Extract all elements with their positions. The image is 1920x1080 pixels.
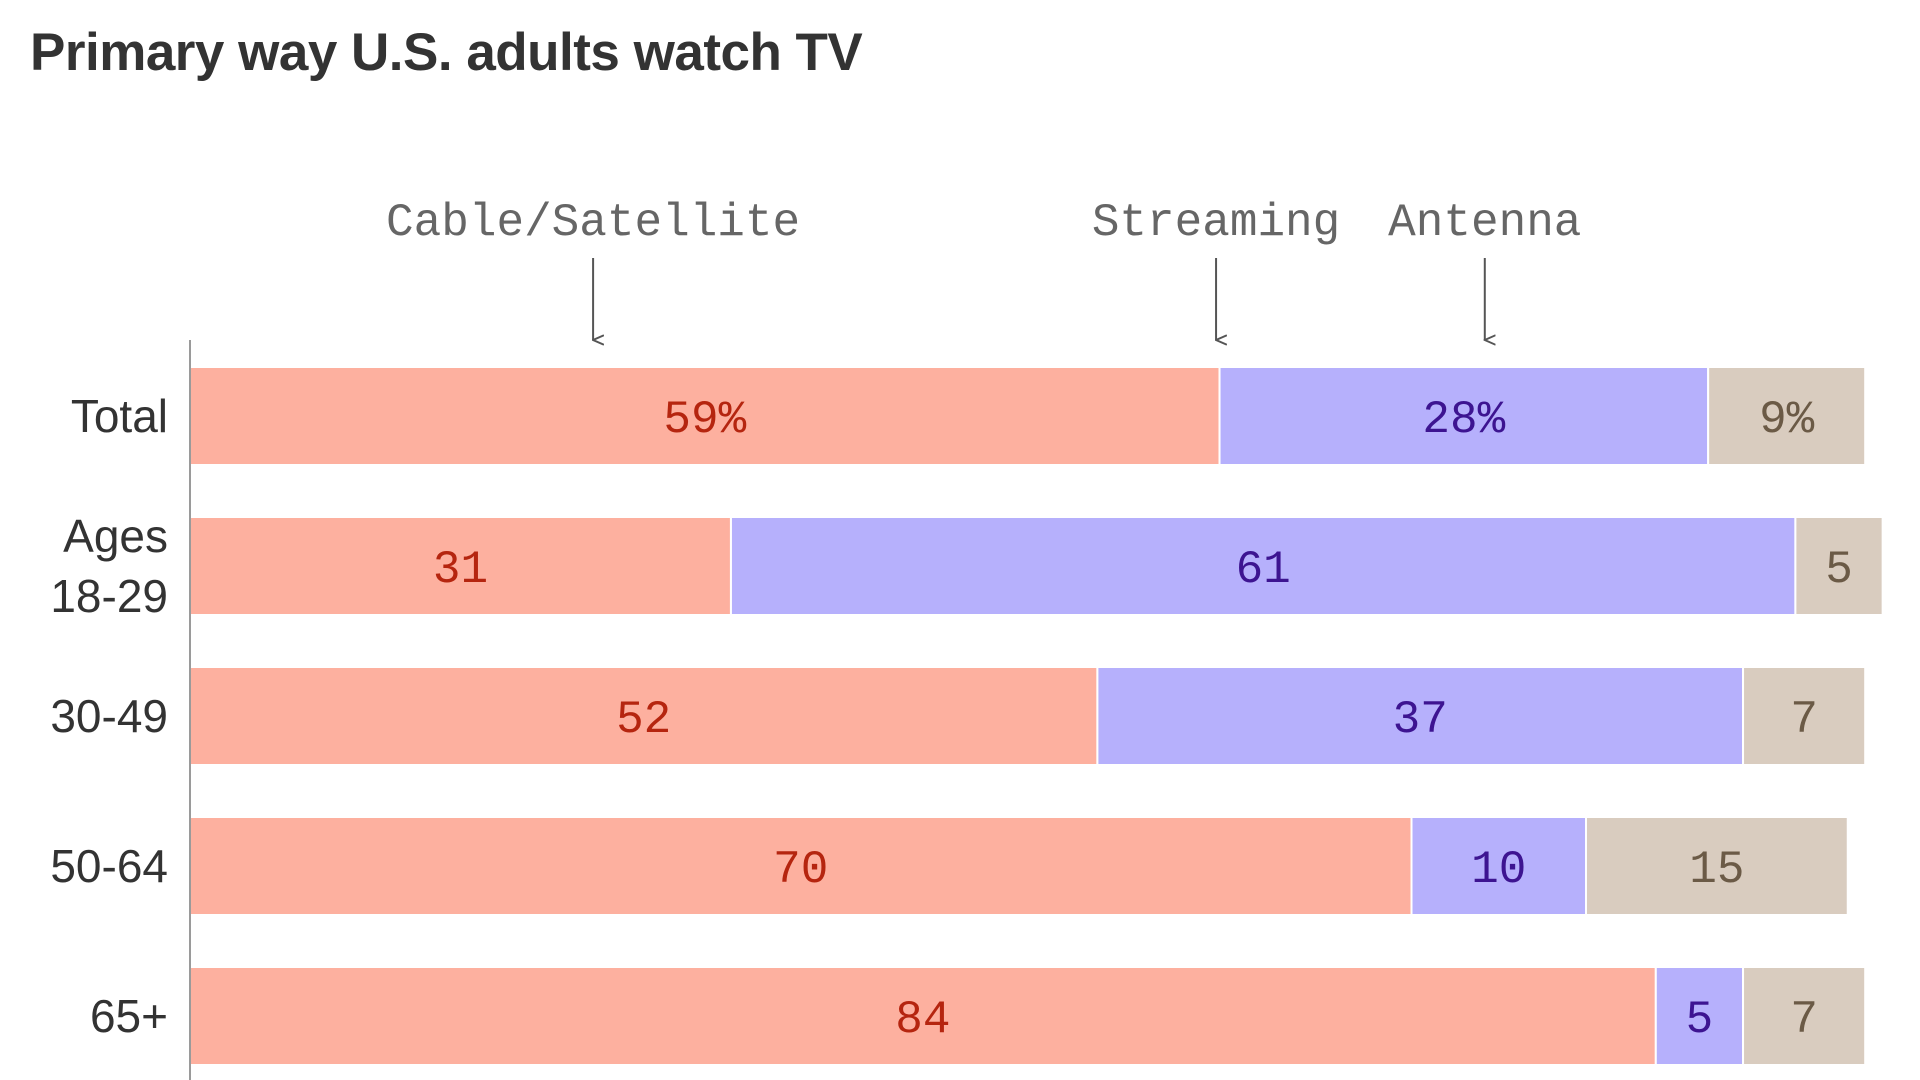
legend-label-antenna: Antenna [1388, 197, 1581, 249]
bar-label-streaming-1: 61 [1236, 544, 1291, 596]
bar-antenna-3 [1585, 816, 1849, 916]
bar-label-antenna-3: 15 [1689, 844, 1744, 896]
bar-label-antenna-2: 7 [1790, 694, 1818, 746]
bar-label-antenna-0: 9% [1759, 394, 1815, 446]
bar-cable-satellite-3 [189, 816, 1413, 916]
bar-streaming-2 [1096, 666, 1745, 766]
chart-title: Primary way U.S. adults watch TV [30, 23, 863, 82]
bar-label-cable-satellite-3: 70 [773, 844, 828, 896]
bar-streaming-1 [729, 516, 1797, 616]
category-label-3: 50-64 [50, 840, 168, 892]
category-label-2: 30-49 [50, 690, 168, 742]
bar-cable-satellite-4 [189, 966, 1657, 1066]
bar-label-streaming-4: 5 [1686, 994, 1714, 1046]
bar-label-cable-satellite-0: 59% [663, 394, 746, 446]
bar-label-cable-satellite-1: 31 [433, 544, 488, 596]
bar-streaming-4 [1654, 966, 1745, 1066]
bar-streaming-3 [1410, 816, 1587, 916]
legend-label-streaming: Streaming [1092, 197, 1340, 249]
bar-label-streaming-2: 37 [1393, 694, 1448, 746]
bar-antenna-4 [1742, 966, 1867, 1066]
category-label-1-line-0: Ages [63, 510, 168, 562]
bar-label-streaming-3: 10 [1471, 844, 1526, 896]
bar-cable-satellite-1 [189, 516, 732, 616]
bar-label-antenna-1: 5 [1825, 544, 1853, 596]
bar-antenna-0 [1707, 366, 1867, 466]
bar-antenna-1 [1794, 516, 1884, 616]
category-label-4: 65+ [90, 990, 168, 1042]
bar-label-streaming-0: 28% [1422, 394, 1505, 446]
legend-label-cable-satellite: Cable/Satellite [386, 197, 800, 249]
bar-label-cable-satellite-2: 52 [616, 694, 671, 746]
category-label-0: Total [71, 390, 168, 442]
bar-label-cable-satellite-4: 84 [895, 994, 950, 1046]
bar-cable-satellite-0 [189, 366, 1221, 466]
category-label-1-line-1: 18-29 [50, 570, 168, 622]
bar-cable-satellite-2 [189, 666, 1099, 766]
bar-label-antenna-4: 7 [1790, 994, 1818, 1046]
bar-antenna-2 [1742, 666, 1867, 766]
